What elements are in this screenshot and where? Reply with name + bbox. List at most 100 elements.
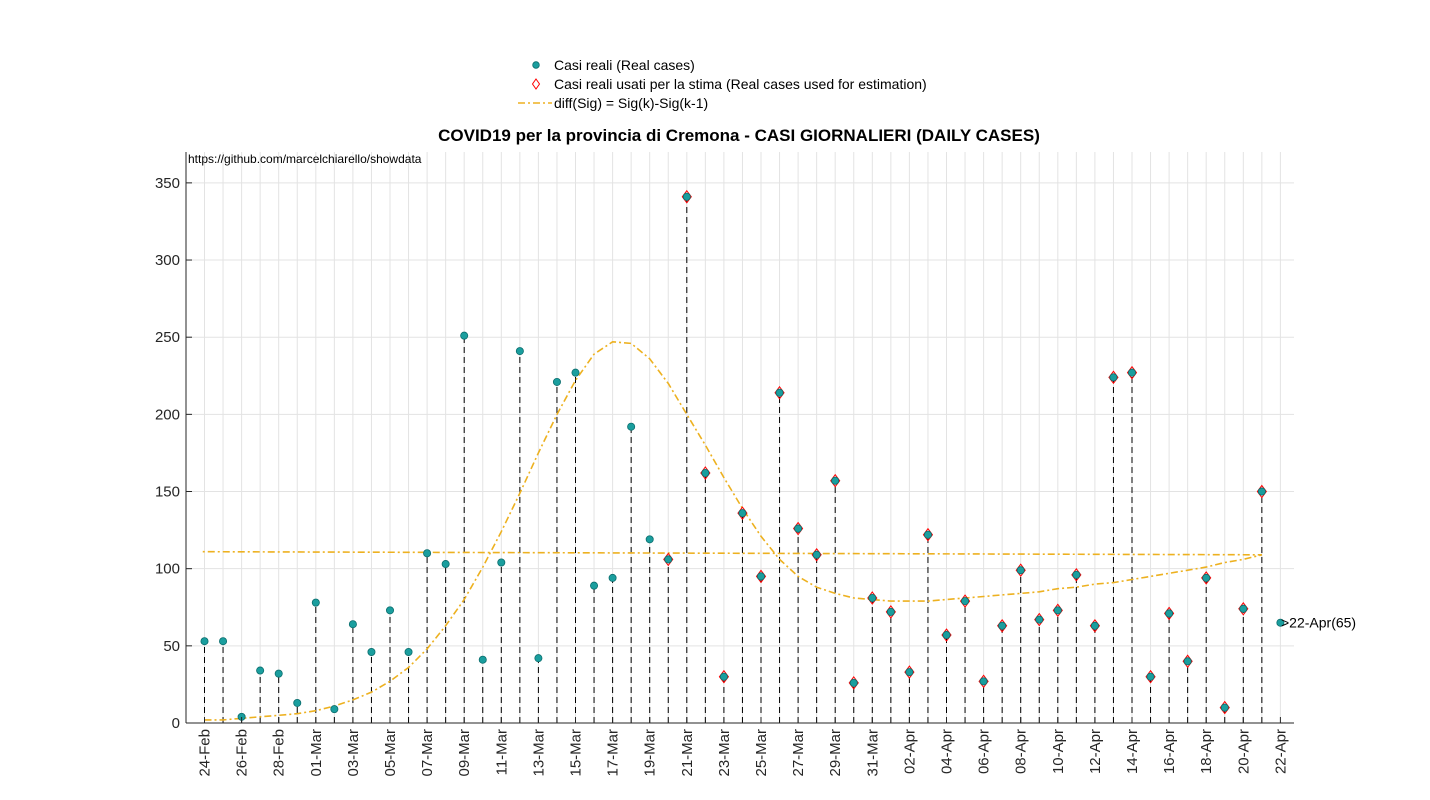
data-point [1202, 573, 1211, 582]
data-point [497, 558, 506, 567]
stems [204, 196, 1263, 723]
x-tick-label: 22-Apr [1272, 729, 1289, 774]
x-tick-label: 16-Apr [1161, 729, 1178, 774]
y-tick-label: 50 [163, 638, 180, 655]
data-point [831, 476, 840, 485]
y-tick-label: 350 [155, 175, 180, 192]
data-point [886, 607, 895, 616]
data-point [664, 555, 673, 564]
data-point [1090, 621, 1099, 630]
x-tick-label: 24-Feb [197, 729, 214, 777]
data-point [311, 598, 320, 607]
legend-label-estimation-cases: Casi reali usati per la stima (Real case… [554, 76, 927, 92]
data-point [367, 648, 376, 657]
data-point [423, 549, 432, 558]
x-tick-label: 08-Apr [1013, 729, 1030, 774]
axes [185, 152, 1294, 724]
data-point [478, 655, 487, 664]
x-tick-label: 20-Apr [1235, 729, 1252, 774]
x-tick-label: 09-Mar [456, 729, 473, 777]
data-point [1035, 615, 1044, 624]
x-tick-label: 02-Apr [901, 729, 918, 774]
x-tick-label: 27-Mar [790, 729, 807, 777]
legend-diamond-marker [531, 78, 541, 90]
x-tick-label: 14-Apr [1124, 729, 1141, 774]
x-tick-label: 31-Mar [864, 729, 881, 777]
legend-label-real-cases: Casi reali (Real cases) [554, 57, 695, 73]
circle-markers [200, 192, 1285, 721]
data-point [719, 672, 728, 681]
data-point [757, 572, 766, 581]
x-tick-label: 13-Mar [530, 729, 547, 777]
data-point [441, 560, 450, 569]
data-point [794, 524, 803, 533]
y-tick-label: 300 [155, 252, 180, 269]
data-point [460, 331, 469, 340]
data-point [534, 654, 543, 663]
data-point [1183, 657, 1192, 666]
source-url-annotation: https://github.com/marcelchiarello/showd… [188, 152, 422, 166]
legend: Casi reali (Real cases) Casi reali usati… [518, 57, 927, 111]
data-point [701, 468, 710, 477]
y-tick-label: 0 [172, 715, 180, 732]
data-point [590, 581, 599, 590]
x-tick-label: 28-Feb [271, 729, 288, 777]
x-tick-label: 25-Mar [753, 729, 770, 777]
data-point [905, 668, 914, 677]
x-tick-label: 15-Mar [568, 729, 585, 777]
x-tick-label: 12-Apr [1087, 729, 1104, 774]
data-point [1276, 618, 1285, 627]
data-point [1128, 368, 1137, 377]
data-point [645, 535, 654, 544]
y-tick-label: 200 [155, 406, 180, 423]
x-tick-label: 23-Mar [716, 729, 733, 777]
data-point [200, 637, 209, 646]
data-point [1165, 609, 1174, 618]
data-point [1109, 373, 1118, 382]
data-point [219, 637, 228, 646]
x-tick-label: 29-Mar [827, 729, 844, 777]
data-point [812, 550, 821, 559]
x-tick-label: 21-Mar [679, 729, 696, 777]
data-point [1257, 487, 1266, 496]
data-point [385, 606, 394, 615]
data-point [979, 677, 988, 686]
data-point [627, 422, 636, 431]
data-point [1146, 672, 1155, 681]
data-point [1053, 606, 1062, 615]
data-point [682, 192, 691, 201]
data-point [961, 597, 970, 606]
data-point [515, 347, 524, 356]
x-tick-label: 10-Apr [1050, 729, 1067, 774]
y-tick-label: 150 [155, 484, 180, 501]
data-point [256, 666, 265, 675]
data-point [404, 648, 413, 657]
data-point [923, 530, 932, 539]
x-tick-label: 03-Mar [345, 729, 362, 777]
x-tick-label: 26-Feb [234, 729, 251, 777]
data-point [571, 368, 580, 377]
chart-title: COVID19 per la provincia di Cremona - CA… [438, 126, 1040, 145]
fit-curve-line [202, 340, 1263, 721]
data-point [942, 631, 951, 640]
data-point [608, 573, 617, 582]
data-point [1016, 566, 1025, 575]
x-tick-label: 11-Mar [493, 729, 510, 775]
y-tick-label: 250 [155, 329, 180, 346]
data-point [998, 621, 1007, 630]
x-tick-label: 19-Mar [642, 729, 659, 777]
legend-circle-marker [532, 61, 540, 69]
data-point [552, 377, 561, 386]
data-point [738, 509, 747, 518]
data-point [1072, 570, 1081, 579]
last-value-annotation: >22-Apr(65) [1281, 615, 1356, 631]
x-tick-label: 04-Apr [939, 729, 956, 774]
x-tick-label: 17-Mar [605, 729, 622, 777]
data-point [868, 593, 877, 602]
data-point [330, 705, 339, 714]
data-point [1239, 604, 1248, 613]
x-tick-label: 05-Mar [382, 729, 399, 777]
fit-curve-layer [202, 340, 1263, 721]
y-tick-label: 100 [155, 561, 180, 578]
